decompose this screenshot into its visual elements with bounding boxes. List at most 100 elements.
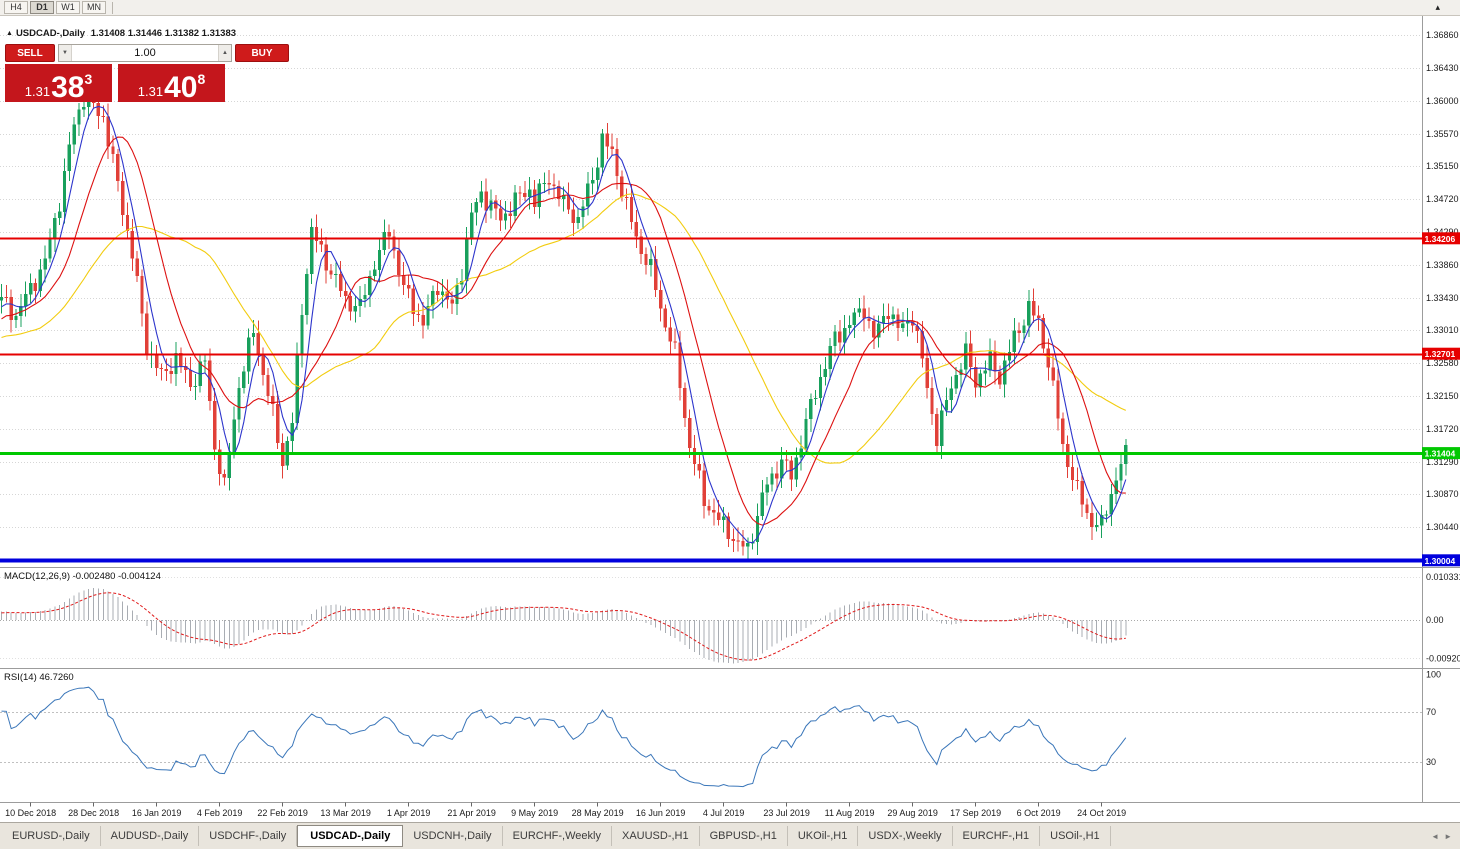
chart-tab-gbpusd-h1[interactable]: GBPUSD-,H1 (700, 826, 788, 846)
chart-canvas[interactable]: 1.36860 1.36430 1.36000 1.35570 1.35150 1.347… (0, 16, 1460, 822)
svg-text:1.31720: 1.31720 (1426, 424, 1459, 434)
collapse-arrow-icon[interactable]: ▲ (6, 30, 13, 37)
svg-text:23 Jul 2019: 23 Jul 2019 (763, 808, 810, 818)
svg-text:0.0103311: 0.0103311 (1426, 572, 1460, 582)
svg-text:1.30440: 1.30440 (1426, 522, 1459, 532)
volume-decrease-button[interactable]: ▼ (59, 45, 72, 61)
svg-text:1.32701: 1.32701 (1425, 349, 1456, 359)
chart-tab-audusd-daily[interactable]: AUDUSD-,Daily (101, 826, 200, 846)
svg-text:1.35150: 1.35150 (1426, 161, 1459, 171)
chart-tab-usoil-h1[interactable]: USOil-,H1 (1040, 826, 1111, 846)
volume-increase-button[interactable]: ▲ (218, 45, 231, 61)
buy-price-sup: 8 (197, 71, 206, 87)
svg-text:1.33430: 1.33430 (1426, 293, 1459, 303)
rsi-level-lines (0, 712, 1422, 763)
svg-text:10 Dec 2018: 10 Dec 2018 (5, 808, 56, 818)
symbol-header: ▲ USDCAD-,Daily 1.31408 1.31446 1.31382 1… (6, 28, 239, 39)
svg-text:1.33860: 1.33860 (1426, 260, 1459, 270)
svg-text:4 Feb 2019: 4 Feb 2019 (197, 808, 243, 818)
svg-text:28 May 2019: 28 May 2019 (572, 808, 624, 818)
macd-histogram (1, 588, 1127, 664)
chart-tab-eurchf-h1[interactable]: EURCHF-,H1 (953, 826, 1041, 846)
svg-text:1.30870: 1.30870 (1426, 489, 1459, 499)
svg-text:17 Sep 2019: 17 Sep 2019 (950, 808, 1001, 818)
svg-text:16 Jun 2019: 16 Jun 2019 (636, 808, 686, 818)
rsi-line (1, 686, 1127, 788)
tab-scroll-buttons: ◄ ► (1431, 832, 1458, 841)
volume-input[interactable] (72, 45, 218, 61)
svg-text:1.34720: 1.34720 (1426, 194, 1459, 204)
svg-text:22 Feb 2019: 22 Feb 2019 (257, 808, 308, 818)
price-gridlines (0, 35, 1422, 561)
svg-text:9 May 2019: 9 May 2019 (511, 808, 558, 818)
tab-scroll-right-icon[interactable]: ► (1444, 831, 1452, 841)
indicator-axes: 0.0103311 0.00 -0.0092031 100 70 30 (1426, 572, 1460, 767)
buy-price-display[interactable]: 1.31 40 8 (118, 64, 225, 102)
svg-text:1.35570: 1.35570 (1426, 129, 1459, 139)
timeframe-button-mn[interactable]: MN (82, 1, 106, 14)
chart-tab-usdchf-daily[interactable]: USDCHF-,Daily (199, 826, 298, 846)
chart-tab-ukoil-h1[interactable]: UKOil-,H1 (788, 826, 859, 846)
sell-price-prefix: 1.31 (24, 84, 51, 99)
chart-tab-usdcnh-daily[interactable]: USDCNH-,Daily (403, 826, 503, 846)
rsi-label: RSI(14) 46.7260 (4, 672, 74, 683)
svg-text:1.33010: 1.33010 (1426, 325, 1459, 335)
date-axis: 10 Dec 2018 28 Dec 2018 16 Jan 2019 4 Feb 2… (5, 802, 1126, 818)
svg-text:6 Oct 2019: 6 Oct 2019 (1017, 808, 1061, 818)
svg-text:-0.0092031: -0.0092031 (1426, 653, 1460, 663)
buy-button[interactable]: BUY (235, 44, 289, 62)
panel-separators[interactable] (0, 16, 1460, 803)
svg-text:1.30004: 1.30004 (1425, 556, 1456, 566)
price-tags: 1.34206 1.32701 1.31404 1.30004 (1422, 232, 1460, 567)
macd-gridlines (0, 577, 1422, 659)
volume-control: ▼ ▲ (58, 44, 232, 62)
sell-price-sup: 3 (84, 71, 93, 87)
svg-text:1.31404: 1.31404 (1425, 449, 1456, 459)
svg-text:16 Jan 2019: 16 Jan 2019 (132, 808, 182, 818)
sell-price-big: 38 (51, 70, 85, 104)
timeframe-toolbar: H4 D1 W1 MN (4, 0, 108, 16)
chart-tab-usdx-weekly[interactable]: USDX-,Weekly (858, 826, 953, 846)
toolbar-overflow-icon[interactable]: ▴ (1435, 2, 1440, 12)
horizontal-lines[interactable] (0, 237, 1422, 563)
sell-price-display[interactable]: 1.31 38 3 (5, 64, 112, 102)
timeframe-button-d1[interactable]: D1 (30, 1, 54, 14)
toolbar-separator (112, 1, 113, 14)
svg-text:0.00: 0.00 (1426, 615, 1444, 625)
macd-signal-line (1, 592, 1126, 661)
chart-tabs: EURUSD-,Daily AUDUSD-,Daily USDCHF-,Daily U… (2, 823, 1111, 849)
ma-fast-blue (1, 105, 1127, 544)
toolbar: H4 D1 W1 MN ▴ (0, 0, 1460, 16)
macd-label: MACD(12,26,9) -0.002480 -0.004124 (4, 571, 161, 582)
svg-text:1.36000: 1.36000 (1426, 96, 1459, 106)
svg-text:1.36430: 1.36430 (1426, 63, 1459, 73)
svg-text:1 Apr 2019: 1 Apr 2019 (387, 808, 431, 818)
svg-text:30: 30 (1426, 757, 1436, 767)
svg-text:11 Aug 2019: 11 Aug 2019 (825, 808, 875, 818)
svg-text:1.34290: 1.34290 (1426, 227, 1459, 237)
svg-text:100: 100 (1426, 670, 1441, 680)
svg-text:1.36860: 1.36860 (1426, 30, 1459, 40)
chart-tab-usdcad-daily[interactable]: USDCAD-,Daily (297, 825, 404, 847)
chart-tab-xauusd-h1[interactable]: XAUUSD-,H1 (612, 826, 700, 846)
sell-button[interactable]: SELL (5, 44, 55, 62)
moving-averages (1, 105, 1127, 544)
buy-price-prefix: 1.31 (137, 84, 164, 99)
chart-tab-eurchf-weekly[interactable]: EURCHF-,Weekly (503, 826, 612, 846)
chart-tabbar: EURUSD-,Daily AUDUSD-,Daily USDCHF-,Daily U… (0, 822, 1460, 849)
chart-window: 1.36860 1.36430 1.36000 1.35570 1.35150 1.347… (0, 16, 1460, 822)
svg-text:1.31290: 1.31290 (1426, 457, 1459, 467)
timeframe-button-h4[interactable]: H4 (4, 1, 28, 14)
tab-scroll-left-icon[interactable]: ◄ (1431, 831, 1440, 841)
price-axis: 1.36860 1.36430 1.36000 1.35570 1.35150 1.347… (1426, 30, 1459, 565)
svg-text:70: 70 (1426, 707, 1436, 717)
svg-text:24 Oct 2019: 24 Oct 2019 (1077, 808, 1126, 818)
timeframe-button-w1[interactable]: W1 (56, 1, 80, 14)
svg-text:13 Mar 2019: 13 Mar 2019 (320, 808, 371, 818)
svg-text:1.32580: 1.32580 (1426, 358, 1459, 368)
ma-slow-yellow (1, 193, 1127, 464)
svg-text:4 Jul 2019: 4 Jul 2019 (703, 808, 745, 818)
svg-text:21 Apr 2019: 21 Apr 2019 (447, 808, 496, 818)
chart-tab-eurusd-daily[interactable]: EURUSD-,Daily (2, 826, 101, 846)
